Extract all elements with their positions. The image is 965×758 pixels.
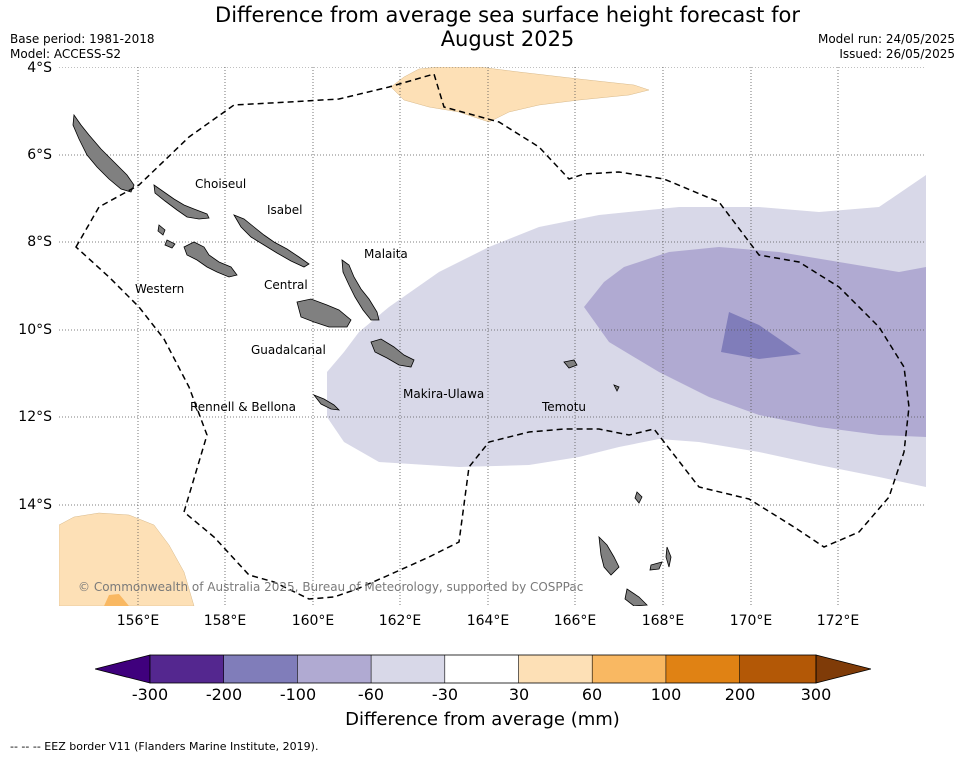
island-temotu-1 xyxy=(563,359,578,369)
colorbar-bin-1 xyxy=(150,655,224,683)
colorbar-extend-high xyxy=(815,654,871,684)
anomaly-30-to-60-southwest xyxy=(59,512,195,606)
lat-label-8s: 8°S xyxy=(27,234,52,250)
colorbar-dividers xyxy=(223,655,740,683)
colorbar-label-minus300: -300 xyxy=(131,685,169,704)
eez-border xyxy=(75,73,910,600)
map-panel xyxy=(59,67,926,606)
title-line-1: Difference from average sea surface heig… xyxy=(215,3,800,27)
lon-label-168e: 168°E xyxy=(641,613,685,629)
lon-label-172e: 172°E xyxy=(816,613,860,629)
colorbar-bin-7 xyxy=(592,655,666,683)
island-small-1 xyxy=(157,224,166,236)
colorbar-label-minus60: -60 xyxy=(357,685,385,704)
lon-label-156e: 156°E xyxy=(116,613,160,629)
lon-label-160e: 160°E xyxy=(291,613,335,629)
colorbar-label-200: 200 xyxy=(724,685,756,704)
colorbar-extend-low xyxy=(95,654,151,684)
island-guadalcanal xyxy=(296,298,352,328)
lon-label-158e: 158°E xyxy=(203,613,247,629)
colorbar-bin-5 xyxy=(444,655,519,683)
anomaly-30-to-60-north xyxy=(390,67,650,123)
lon-label-164e: 164°E xyxy=(466,613,510,629)
anomaly-minus100-to-minus200 xyxy=(721,312,801,359)
island-malaita xyxy=(341,259,380,321)
island-rennell xyxy=(312,394,341,411)
model-name: Model: ACCESS-S2 xyxy=(10,47,122,61)
colorbar-label-minus30: -30 xyxy=(431,685,459,704)
label-isabel: Isabel xyxy=(267,203,303,217)
island-small-3 xyxy=(613,384,620,392)
chart-title: Difference from average sea surface heig… xyxy=(150,3,865,51)
colorbar-bin-6 xyxy=(518,655,593,683)
lat-label-10s: 10°S xyxy=(18,322,52,338)
colorbar-label-60: 60 xyxy=(581,685,603,704)
label-rennell-bellona: Rennell & Bellona xyxy=(190,400,297,414)
copyright-notice: © Commonwealth of Australia 2025, Bureau… xyxy=(78,580,584,594)
colorbar-label-minus100: -100 xyxy=(279,685,317,704)
colorbar-bin-8 xyxy=(665,655,740,683)
label-makira-ulawa: Makira-Ulawa xyxy=(403,387,485,401)
colorbar-label-100: 100 xyxy=(650,685,682,704)
model-run: Model run: 24/05/2025 xyxy=(817,32,955,46)
anomaly-60-to-100-southwest xyxy=(104,594,129,606)
eez-legend-note: -- -- -- EEZ border V11 (Flanders Marine… xyxy=(10,740,319,753)
lon-label-166e: 166°E xyxy=(553,613,597,629)
label-malaita: Malaita xyxy=(364,247,408,261)
issued-date: Issued: 26/05/2025 xyxy=(839,47,955,61)
anomaly-fields xyxy=(59,67,926,606)
label-central: Central xyxy=(264,278,308,292)
islands xyxy=(72,113,672,606)
colorbar-frame xyxy=(149,654,817,684)
island-small-5 xyxy=(634,491,643,504)
base-period: Base period: 1981-2018 xyxy=(10,32,155,46)
island-vanuatu-1 xyxy=(598,535,620,576)
colorbar-title: Difference from average (mm) xyxy=(345,709,620,730)
gridlines xyxy=(59,67,926,606)
colorbar-label-minus200: -200 xyxy=(205,685,243,704)
lat-label-12s: 12°S xyxy=(18,409,52,425)
island-choiseul xyxy=(72,113,135,193)
lat-label-4s: 4°S xyxy=(27,60,52,76)
meta-left: Base period: 1981-2018 Model: ACCESS-S2 xyxy=(10,32,155,62)
island-new-georgia xyxy=(183,241,238,278)
colorbar-bin-4 xyxy=(371,655,445,683)
island-santa-isabel xyxy=(153,184,210,220)
meta-right: Model run: 24/05/2025 Issued: 26/05/2025 xyxy=(818,32,955,62)
lon-label-170e: 170°E xyxy=(729,613,773,629)
label-choiseul: Choiseul xyxy=(195,177,247,191)
island-isabel-east xyxy=(233,214,310,268)
colorbar-bin-3 xyxy=(297,655,372,683)
island-vanuatu-3 xyxy=(649,561,663,571)
title-line-2: August 2025 xyxy=(440,27,575,51)
colorbar-bin-9 xyxy=(739,655,816,683)
label-western: Western xyxy=(135,282,185,296)
colorbar-label-300: 300 xyxy=(800,685,832,704)
lat-label-14s: 14°S xyxy=(18,497,52,513)
label-guadalcanal: Guadalcanal xyxy=(251,343,326,357)
island-vanuatu-2 xyxy=(624,588,648,606)
label-temotu: Temotu xyxy=(542,400,587,414)
island-small-4 xyxy=(665,546,672,568)
colorbar-bin-2 xyxy=(223,655,298,683)
island-small-2 xyxy=(164,239,176,249)
island-makira xyxy=(370,338,415,368)
colorbar xyxy=(95,654,871,684)
lon-label-162e: 162°E xyxy=(378,613,422,629)
colorbar-label-30: 30 xyxy=(508,685,530,704)
lat-label-6s: 6°S xyxy=(27,147,52,163)
